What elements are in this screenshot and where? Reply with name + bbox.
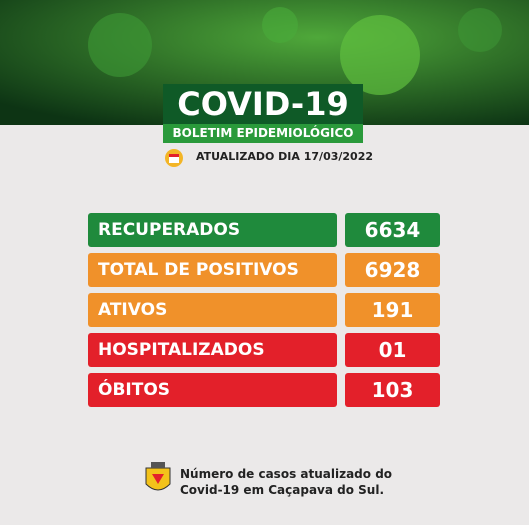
stat-label: HOSPITALIZADOS: [88, 333, 337, 367]
subtitle: BOLETIM EPIDEMIOLÓGICO: [163, 124, 363, 143]
stat-label: RECUPERADOS: [88, 213, 337, 247]
stat-label: ATIVOS: [88, 293, 337, 327]
stat-value: 6928: [345, 253, 440, 287]
footer-line: Número de casos atualizado do: [180, 467, 393, 481]
stat-value: 103: [345, 373, 440, 407]
stat-value: 01: [345, 333, 440, 367]
crest: [145, 462, 171, 491]
stat-row: HOSPITALIZADOS 01: [88, 333, 440, 367]
stat-row: ATIVOS 191: [88, 293, 440, 327]
stat-label: TOTAL DE POSITIVOS: [88, 253, 337, 287]
stat-label: ÓBITOS: [88, 373, 337, 407]
stat-row: TOTAL DE POSITIVOS 6928: [88, 253, 440, 287]
footer: Número de casos atualizado do Covid-19 e…: [180, 466, 392, 498]
stat-value: 191: [345, 293, 440, 327]
calendar-icon: [165, 149, 183, 167]
updated-date: ATUALIZADO DIA 17/03/2022: [196, 150, 374, 163]
stat-row: ÓBITOS 103: [88, 373, 440, 407]
stat-row: RECUPERADOS 6634: [88, 213, 440, 247]
footer-line: Covid-19 em Caçapava do Sul.: [180, 483, 385, 497]
title: COVID-19: [163, 84, 363, 124]
stat-value: 6634: [345, 213, 440, 247]
